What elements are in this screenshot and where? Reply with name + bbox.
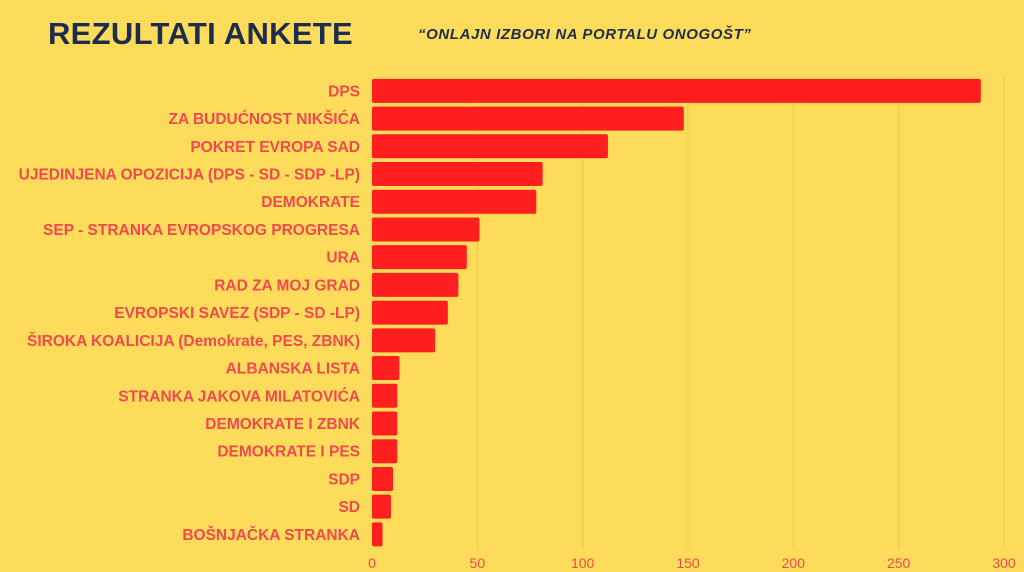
category-label: UJEDINJENA OPOZICIJA (DPS - SD - SDP -LP…	[19, 167, 360, 184]
bar	[372, 300, 448, 325]
category-label: ALBANSKA LISTA	[226, 361, 360, 378]
x-tick-label: 200	[782, 555, 806, 571]
bar	[372, 245, 467, 270]
x-tick-label: 0	[368, 555, 376, 571]
x-tick-label: 300	[992, 555, 1016, 571]
x-tick-labels: 0 50 100 150 200 250 300	[368, 555, 1016, 571]
category-labels: DPS ZA BUDUĆNOST NIKŠIĆA POKRET EVROPA SAD…	[19, 83, 361, 544]
x-tick-label: 100	[571, 555, 595, 571]
category-label: DEMOKRATE I PES	[217, 444, 360, 461]
bar	[372, 217, 480, 242]
category-label: URA	[326, 250, 360, 267]
bar	[372, 134, 608, 159]
bar	[372, 189, 537, 214]
chart-subtitle: “ONLAJN IZBORI NA PORTALU ONOGOŠT”	[418, 26, 752, 43]
bar	[372, 356, 400, 381]
category-label: SEP - STRANKA EVROPSKOG PROGRESA	[43, 222, 360, 239]
category-label: ZA BUDUĆNOST NIKŠIĆA	[169, 110, 360, 128]
bar	[372, 439, 398, 464]
chart-title: REZULTATI ANKETE	[48, 16, 354, 51]
x-tick-label: 50	[470, 555, 486, 571]
category-label: STRANKA JAKOVA MILATOVIĆA	[118, 387, 360, 405]
category-label: SDP	[328, 471, 360, 488]
bar	[372, 522, 383, 547]
bars	[372, 78, 981, 547]
category-label: DEMOKRATE I ZBNK	[205, 416, 361, 433]
category-label: RAD ZA MOJ GRAD	[214, 277, 360, 294]
bar	[372, 494, 391, 519]
bar	[372, 328, 436, 353]
x-tick-label: 150	[676, 555, 700, 571]
category-label: ŠIROKA KOALICIJA (Demokrate, PES, ZBNK)	[27, 332, 360, 350]
grid-lines	[476, 77, 1005, 549]
bar	[372, 466, 394, 491]
category-label: BOŠNJAČKA STRANKA	[182, 526, 360, 544]
category-label: EVROPSKI SAVEZ (SDP - SD -LP)	[114, 305, 360, 322]
bar	[372, 78, 981, 103]
category-label: DPS	[328, 83, 360, 100]
bar	[372, 411, 398, 436]
x-tick-label: 250	[887, 555, 911, 571]
category-label: SD	[338, 499, 360, 516]
bar	[372, 106, 684, 131]
category-label: POKRET EVROPA SAD	[190, 139, 360, 156]
bar	[372, 272, 459, 297]
category-label: DEMOKRATE	[261, 194, 360, 211]
bar	[372, 162, 543, 187]
bar	[372, 383, 398, 408]
